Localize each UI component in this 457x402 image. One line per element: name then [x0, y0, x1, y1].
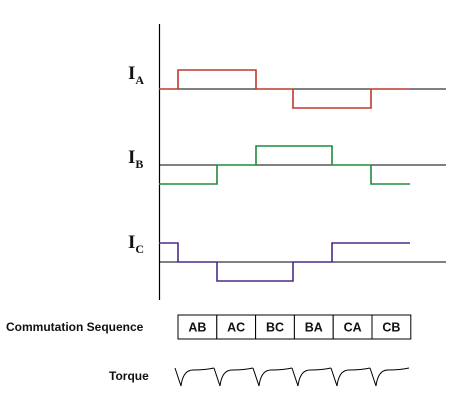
- sequence-label-ab: AB: [188, 321, 206, 335]
- sequence-cell-ac: [216, 314, 257, 340]
- signal-sub-ib: B: [135, 157, 143, 171]
- sequence-label-ca: CA: [344, 321, 362, 335]
- sequence-cell-ca: [332, 314, 373, 340]
- commutation-label: Commutation Sequence: [6, 320, 144, 334]
- signal-label-ia: IA: [128, 63, 144, 87]
- sequence-label-ba: BA: [305, 321, 323, 335]
- signal-main-ic: I: [128, 232, 135, 253]
- waveform-ic: [159, 242, 410, 282]
- sequence-label-cb: CB: [382, 321, 400, 335]
- sequence-cell-ab: [177, 314, 218, 340]
- waveform-ia: [159, 69, 410, 109]
- sequence-label-bc: BC: [266, 321, 284, 335]
- waveform-ib: [159, 145, 410, 185]
- signal-label-ib: IB: [128, 147, 143, 171]
- sequence-cell-cb: [371, 314, 412, 340]
- signal-sub-ic: C: [135, 242, 144, 256]
- torque-ripple-waveform: [174, 367, 410, 387]
- sequence-cell-bc: [255, 314, 295, 340]
- torque-label: Torque: [109, 369, 149, 383]
- signal-main-ia: I: [128, 63, 135, 84]
- signal-sub-ia: A: [135, 73, 144, 87]
- signal-label-ic: IC: [128, 232, 144, 256]
- signal-main-ib: I: [128, 147, 135, 168]
- commutation-sequence: AB AC BC BA CA CB: [177, 314, 412, 340]
- sequence-label-ac: AC: [227, 321, 245, 335]
- sequence-cell-ba: [293, 314, 334, 340]
